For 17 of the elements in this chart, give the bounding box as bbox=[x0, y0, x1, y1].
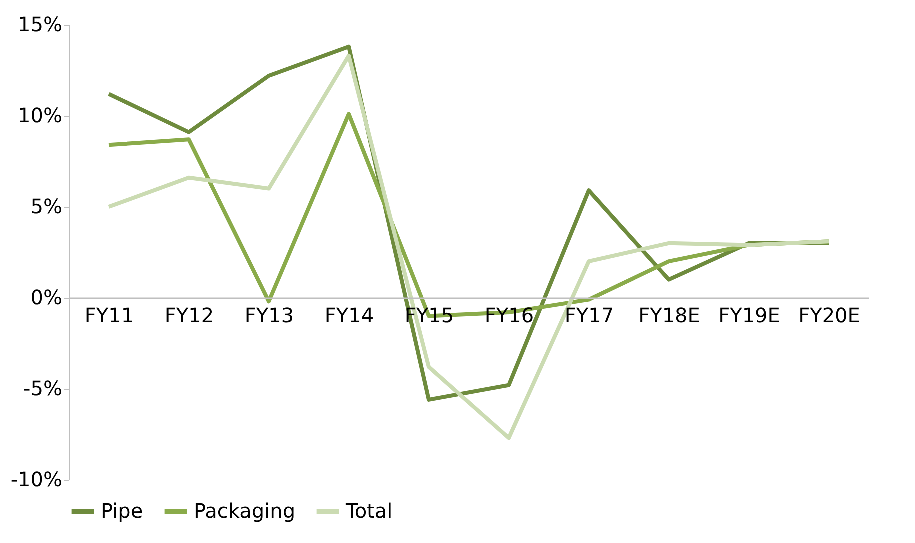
legend-label: Total bbox=[345, 499, 393, 523]
legend-label: Pipe bbox=[101, 499, 144, 523]
y-tick-label: 5% bbox=[30, 194, 62, 218]
y-tick-label: 10% bbox=[18, 104, 62, 128]
x-tick-label: FY20E bbox=[798, 304, 860, 328]
x-tick-label: FY12 bbox=[164, 304, 214, 328]
y-tick-label: -10% bbox=[10, 468, 62, 492]
x-tick-label: FY11 bbox=[84, 304, 134, 328]
x-tick-label: FY17 bbox=[564, 304, 614, 328]
x-tick-label: FY13 bbox=[244, 304, 294, 328]
y-tick-label: 15% bbox=[18, 12, 62, 36]
x-tick-label: FY19E bbox=[718, 304, 780, 328]
y-tick-label: -5% bbox=[24, 376, 62, 400]
y-tick-label: 0% bbox=[30, 286, 62, 310]
x-tick-label: FY14 bbox=[324, 304, 374, 328]
x-tick-label: FY18E bbox=[638, 304, 700, 328]
legend-label: Packaging bbox=[194, 499, 296, 523]
